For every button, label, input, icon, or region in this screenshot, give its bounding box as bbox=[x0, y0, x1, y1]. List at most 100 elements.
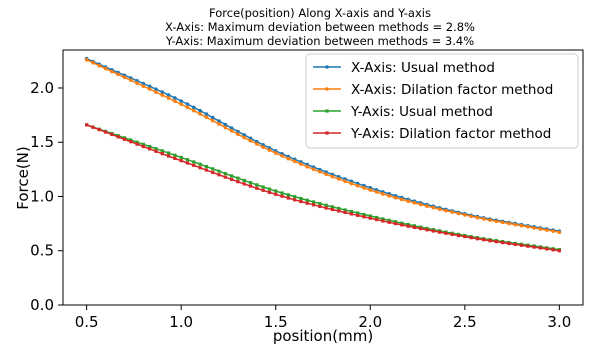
data-point bbox=[255, 183, 259, 187]
legend-marker bbox=[325, 109, 329, 113]
data-point bbox=[217, 173, 221, 177]
legend-label: Y-Axis: Usual method bbox=[350, 104, 493, 120]
plot-area bbox=[62, 49, 584, 306]
data-point bbox=[217, 169, 221, 173]
data-point bbox=[494, 219, 499, 224]
data-point bbox=[305, 201, 309, 205]
data-point bbox=[419, 227, 423, 231]
data-point bbox=[318, 202, 322, 206]
data-point bbox=[236, 129, 240, 134]
data-point bbox=[475, 237, 480, 241]
data-point bbox=[110, 132, 114, 137]
data-point bbox=[274, 192, 278, 196]
data-point bbox=[488, 218, 492, 222]
data-point bbox=[116, 135, 120, 139]
data-point bbox=[311, 203, 316, 207]
data-point bbox=[97, 63, 102, 68]
series-2 bbox=[84, 57, 562, 235]
data-point bbox=[349, 209, 353, 214]
data-point bbox=[311, 200, 316, 204]
data-point bbox=[355, 183, 360, 188]
data-point bbox=[248, 139, 253, 143]
data-point bbox=[141, 144, 145, 149]
data-point bbox=[192, 160, 196, 164]
data-point bbox=[551, 248, 555, 252]
data-point bbox=[349, 181, 354, 186]
data-point bbox=[147, 87, 152, 91]
data-point bbox=[374, 215, 379, 220]
data-point bbox=[173, 96, 177, 100]
data-point bbox=[122, 137, 127, 141]
data-point bbox=[519, 243, 524, 247]
data-point bbox=[418, 202, 423, 207]
data-point bbox=[129, 138, 133, 142]
data-point bbox=[141, 142, 145, 146]
legend-label: Y-Axis: Dilation factor method bbox=[350, 126, 551, 142]
data-point bbox=[456, 233, 461, 238]
data-point bbox=[160, 90, 165, 94]
data-point bbox=[280, 194, 284, 198]
data-point bbox=[337, 209, 341, 213]
data-point bbox=[204, 112, 209, 116]
data-point bbox=[293, 198, 297, 202]
data-point bbox=[526, 244, 530, 248]
data-point bbox=[330, 205, 335, 209]
series-line bbox=[86, 124, 560, 251]
data-point bbox=[223, 122, 228, 127]
data-point bbox=[185, 158, 190, 162]
data-point bbox=[185, 161, 190, 165]
data-point bbox=[381, 219, 385, 223]
legend-item: Y-Axis: Dilation factor method bbox=[313, 126, 551, 142]
data-point bbox=[368, 188, 373, 192]
data-point bbox=[481, 217, 486, 221]
data-point bbox=[343, 210, 347, 215]
data-point bbox=[84, 57, 89, 62]
data-point bbox=[318, 204, 322, 209]
data-point bbox=[330, 174, 335, 179]
data-point bbox=[160, 93, 165, 97]
data-point bbox=[160, 152, 164, 156]
data-point bbox=[450, 210, 455, 214]
data-point bbox=[387, 194, 391, 198]
data-point bbox=[204, 164, 208, 169]
data-point bbox=[179, 159, 183, 163]
data-point bbox=[173, 99, 177, 103]
data-point bbox=[173, 156, 177, 160]
data-point bbox=[412, 225, 416, 230]
data-point bbox=[154, 90, 158, 94]
data-point bbox=[160, 149, 164, 153]
data-point bbox=[122, 75, 127, 80]
data-point bbox=[482, 238, 486, 242]
data-point bbox=[242, 182, 246, 186]
data-point bbox=[343, 179, 347, 184]
data-point bbox=[463, 235, 467, 239]
y-tick-label: 0.0 bbox=[30, 296, 54, 314]
data-point bbox=[538, 246, 543, 250]
data-point bbox=[166, 154, 171, 158]
data-point bbox=[349, 212, 353, 216]
data-point bbox=[299, 196, 303, 201]
data-point bbox=[400, 221, 404, 225]
data-point bbox=[135, 78, 139, 83]
x-tick-label: 2.5 bbox=[453, 313, 477, 331]
ticks-group: 0.5 1.0 1.5 2.0 2.5 3.0 0.0 0.5 1.0 1.5 2.0 bbox=[30, 79, 571, 331]
data-point bbox=[431, 205, 436, 210]
data-point bbox=[166, 96, 171, 100]
data-point bbox=[236, 180, 240, 184]
data-point bbox=[248, 136, 253, 141]
series-line bbox=[86, 57, 560, 232]
legend-item: Y-Axis: Usual method bbox=[313, 104, 493, 120]
data-point bbox=[135, 81, 139, 86]
data-point bbox=[362, 186, 366, 190]
data-point bbox=[242, 178, 246, 183]
data-point bbox=[299, 162, 303, 166]
data-point bbox=[337, 206, 341, 211]
data-point bbox=[236, 132, 240, 136]
y-tick-label: 1.5 bbox=[30, 133, 54, 151]
data-point bbox=[532, 226, 536, 230]
data-point bbox=[311, 167, 316, 172]
x-tick-label: 2.0 bbox=[358, 313, 382, 331]
chart-subtitle-y: Y-Axis: Maximum deviation between method… bbox=[165, 34, 474, 48]
data-point bbox=[356, 213, 360, 217]
data-point bbox=[255, 142, 259, 146]
